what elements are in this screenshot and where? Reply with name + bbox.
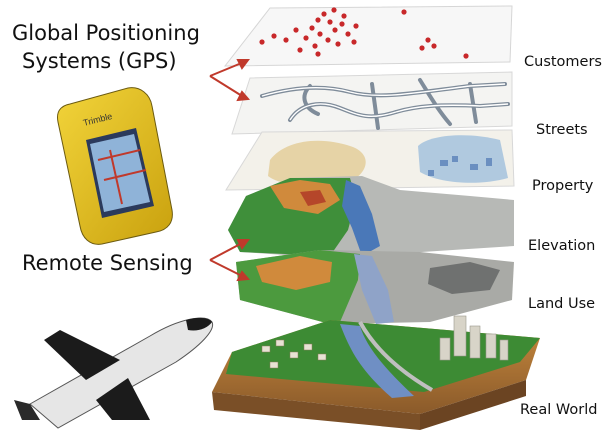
layer-label-real-world: Real World [520,402,598,418]
gps-label-line2: Systems (GPS) [22,49,177,73]
layer-customers [223,5,513,67]
layer-label-streets: Streets [536,122,588,138]
customer-points [259,7,469,59]
gps-label-line1: Global Positioning [12,21,200,45]
gps-arrows [209,59,251,102]
layer-label-property: Property [532,178,594,194]
layer-real-world [212,315,540,430]
layer-land-use [236,250,514,324]
layer-streets [231,71,513,135]
remote-sensing-arrows [209,239,251,282]
remote-sensing-label: Remote Sensing [22,251,193,275]
layer-label-land-use: Land Use [528,296,596,312]
layer-label-customers: Customers [524,54,602,70]
layer-elevation [228,176,514,258]
layer-label-elevation: Elevation [528,238,596,254]
space-shuttle-image [14,317,214,429]
layer-property [225,129,515,191]
gps-device-image: Trimble [57,87,173,245]
